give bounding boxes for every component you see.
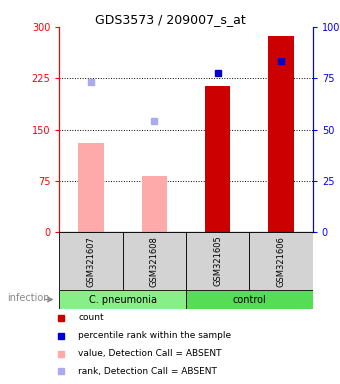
Text: control: control [233, 295, 266, 305]
Text: C. pneumonia: C. pneumonia [89, 295, 157, 305]
Text: count: count [78, 313, 104, 323]
Text: GSM321607: GSM321607 [87, 236, 96, 286]
Bar [186, 232, 250, 290]
Bar [79, 143, 104, 232]
Bar [59, 290, 186, 309]
Bar [250, 232, 313, 290]
Bar [205, 86, 231, 232]
Text: GSM321608: GSM321608 [150, 236, 159, 286]
Text: percentile rank within the sample: percentile rank within the sample [78, 331, 232, 340]
Text: GSM321605: GSM321605 [213, 236, 222, 286]
Bar [186, 290, 313, 309]
Text: GSM321606: GSM321606 [277, 236, 286, 286]
Bar [59, 232, 123, 290]
Text: GDS3573 / 209007_s_at: GDS3573 / 209007_s_at [95, 13, 245, 26]
Bar [123, 232, 186, 290]
Bar [269, 36, 294, 232]
Text: value, Detection Call = ABSENT: value, Detection Call = ABSENT [78, 349, 222, 358]
Bar [142, 176, 167, 232]
Text: infection: infection [7, 293, 49, 303]
Text: rank, Detection Call = ABSENT: rank, Detection Call = ABSENT [78, 367, 217, 376]
